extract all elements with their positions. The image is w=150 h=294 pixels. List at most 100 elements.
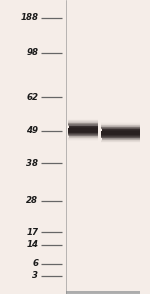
Bar	[68, 131, 98, 133]
Bar	[66, 292, 140, 293]
Bar	[66, 291, 140, 293]
Bar	[66, 291, 140, 293]
Bar	[66, 291, 140, 293]
Bar	[68, 120, 98, 122]
Bar	[66, 292, 140, 294]
Bar	[101, 136, 140, 138]
Bar	[66, 292, 140, 293]
Bar	[66, 292, 140, 294]
Bar	[66, 292, 140, 293]
Bar	[66, 292, 140, 294]
Bar	[66, 292, 140, 293]
Bar	[101, 131, 140, 133]
Bar	[66, 291, 140, 293]
Bar	[101, 125, 140, 127]
Bar	[66, 291, 140, 293]
Bar	[66, 292, 140, 294]
Text: 28: 28	[26, 196, 38, 205]
Bar	[66, 292, 140, 293]
Bar	[66, 292, 140, 293]
Bar	[66, 291, 140, 293]
Bar	[66, 292, 140, 293]
Bar	[66, 292, 140, 293]
Bar	[66, 292, 140, 293]
Bar	[66, 292, 140, 294]
Bar	[66, 291, 140, 293]
Bar	[101, 134, 140, 136]
Bar	[66, 291, 140, 293]
Bar	[101, 140, 140, 142]
Bar	[66, 292, 140, 294]
Bar	[66, 292, 140, 293]
Bar	[66, 292, 140, 294]
Bar	[68, 121, 98, 123]
Bar	[66, 293, 140, 294]
Bar	[66, 293, 140, 294]
Bar	[66, 291, 140, 293]
Bar	[101, 135, 140, 137]
Bar	[66, 292, 140, 294]
Bar	[66, 292, 140, 294]
Bar	[66, 292, 140, 293]
Bar	[68, 128, 98, 131]
Bar	[66, 291, 140, 293]
Bar	[66, 292, 140, 293]
Bar	[68, 138, 98, 140]
Bar	[66, 293, 140, 294]
Bar	[66, 291, 140, 293]
Bar	[66, 291, 140, 293]
Bar	[66, 291, 140, 293]
Text: 3: 3	[32, 271, 38, 280]
Bar	[66, 292, 140, 293]
Bar	[66, 293, 140, 294]
Bar	[66, 292, 140, 293]
Text: 38: 38	[26, 159, 38, 168]
Bar	[66, 292, 140, 294]
Bar	[101, 131, 140, 133]
Bar	[66, 291, 140, 293]
Bar	[66, 292, 140, 293]
Bar	[66, 291, 140, 293]
Bar	[66, 291, 140, 293]
Bar	[66, 292, 140, 293]
Bar	[66, 292, 140, 293]
Bar	[66, 293, 140, 294]
Bar	[102, 129, 140, 131]
Bar	[66, 292, 140, 293]
Bar	[66, 292, 140, 294]
Bar	[66, 292, 140, 294]
Bar	[66, 292, 140, 293]
Bar	[66, 292, 140, 294]
Bar	[66, 291, 140, 293]
Bar	[66, 291, 140, 293]
Bar	[66, 292, 140, 293]
Bar	[66, 293, 140, 294]
Bar	[66, 292, 140, 294]
Bar	[66, 291, 140, 293]
Bar	[66, 291, 140, 293]
Bar	[66, 292, 140, 293]
Bar	[66, 292, 140, 294]
Bar	[66, 291, 140, 293]
Bar	[101, 140, 140, 142]
Bar	[66, 293, 140, 294]
Bar	[66, 292, 140, 293]
Bar	[66, 291, 140, 293]
Bar	[69, 134, 98, 136]
Bar	[102, 137, 140, 139]
Bar	[66, 291, 140, 293]
Bar	[66, 292, 140, 294]
Bar	[66, 292, 140, 293]
Bar	[69, 136, 98, 138]
Bar	[66, 292, 140, 293]
Bar	[66, 292, 140, 294]
Bar	[66, 292, 140, 293]
Bar	[66, 291, 140, 293]
Bar	[66, 292, 140, 294]
Bar	[69, 126, 98, 128]
Bar	[66, 293, 140, 294]
Bar	[66, 291, 140, 293]
Bar	[68, 137, 98, 139]
Bar	[66, 291, 140, 293]
Bar	[66, 291, 140, 293]
